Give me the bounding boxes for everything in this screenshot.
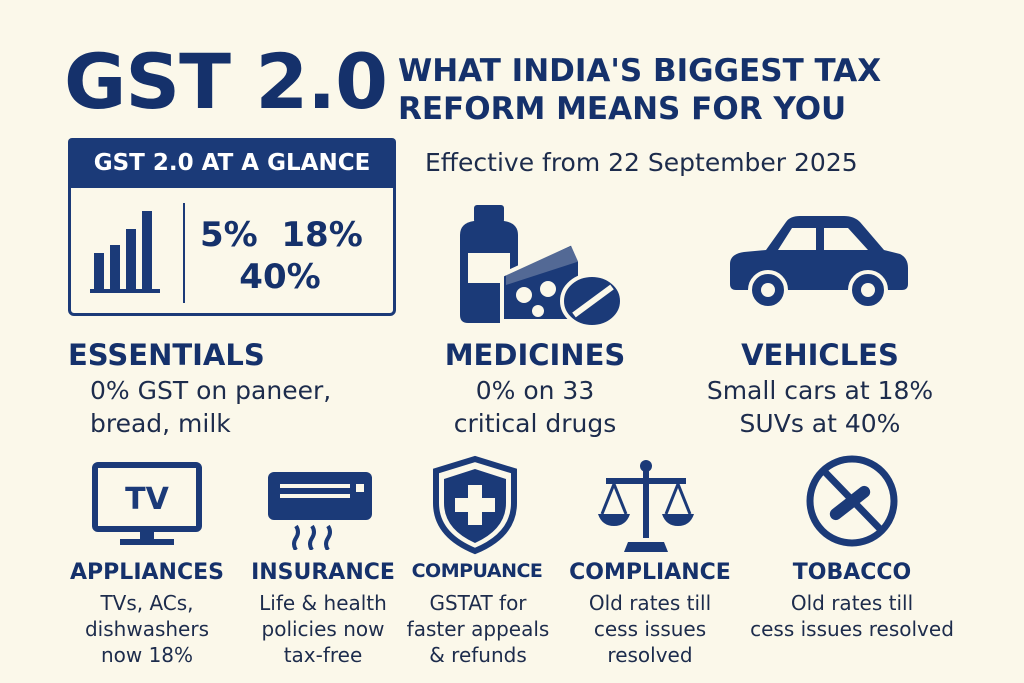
appliances-desc: TVs, ACs, dishwashers now 18% [60, 590, 234, 668]
vehicles-line-2: SUVs at 40% [739, 409, 901, 438]
medicines-title: MEDICINES [444, 338, 626, 372]
tobacco-line-1: Old rates till [790, 591, 914, 615]
subtitle-line-1: WHAT INDIA'S BIGGEST TAX [398, 53, 882, 89]
appliances-line-2: dishwashers [84, 617, 209, 641]
page-title: GST 2.0 [64, 37, 388, 126]
vehicles-title: VEHICLES [741, 338, 899, 372]
compuance-line-1: GSTAT for [429, 591, 527, 615]
car-icon [730, 216, 908, 310]
no-smoking-icon [806, 455, 898, 547]
insurance-title: INSURANCE [251, 560, 395, 585]
medicines-line-1: 0% on 33 [475, 376, 595, 405]
compliance-desc: Old rates till cess issues resolved [562, 590, 738, 668]
essentials-line-2: bread, milk [90, 409, 231, 438]
appliances-line-3: now 18% [100, 643, 194, 667]
vehicles-desc: Small cars at 18% SUVs at 40% [690, 374, 950, 440]
tobacco-desc: Old rates till cess issues resolved [742, 590, 962, 642]
vehicles-line-1: Small cars at 18% [706, 376, 934, 405]
bar-chart-icon [90, 211, 160, 293]
page-subtitle: WHAT INDIA'S BIGGEST TAX REFORM MEANS FO… [398, 52, 881, 128]
glance-divider [183, 203, 185, 303]
compliance-line-2: cess issues [593, 617, 707, 641]
subtitle-line-2: REFORM MEANS FOR YOU [398, 91, 847, 127]
essentials-title: ESSENTIALS [68, 338, 265, 372]
appliances-title: APPLIANCES [70, 560, 224, 585]
tv-icon-label: TV [125, 482, 169, 517]
compliance-line-3: resolved [607, 643, 693, 667]
glance-heading: GST 2.0 AT A GLANCE [68, 138, 396, 188]
compliance-title: COMPLIANCE [569, 560, 731, 585]
glance-rates: 5% 18% 40% [200, 214, 363, 298]
compliance-line-1: Old rates till [588, 591, 712, 615]
essentials-line-1: 0% GST on paneer, [90, 376, 332, 405]
essentials-desc: 0% GST on paneer, bread, milk [90, 374, 331, 440]
air-conditioner-icon [268, 472, 372, 550]
compuance-line-3: & refunds [429, 643, 527, 667]
compuance-title: COMPUANCE [411, 560, 543, 582]
shield-plus-icon [433, 455, 517, 555]
tv-icon: TV [92, 462, 202, 545]
rates-line-1: 5% 18% [200, 215, 363, 255]
insurance-line-1: Life & health [259, 591, 387, 615]
tobacco-title: TOBACCO [792, 560, 912, 585]
medicines-desc: 0% on 33 critical drugs [415, 374, 655, 440]
medicines-line-2: critical drugs [453, 409, 617, 438]
appliances-line-1: TVs, ACs, [100, 591, 194, 615]
scales-icon [598, 460, 694, 552]
compuance-desc: GSTAT for faster appeals & refunds [395, 590, 561, 668]
compuance-line-2: faster appeals [406, 617, 550, 641]
insurance-line-3: tax-free [283, 643, 363, 667]
insurance-line-2: policies now [261, 617, 385, 641]
rates-line-2: 40% [239, 257, 321, 297]
insurance-desc: Life & health policies now tax-free [238, 590, 408, 668]
tobacco-line-2: cess issues resolved [750, 617, 954, 641]
groceries-icon [460, 205, 624, 329]
effective-date: Effective from 22 September 2025 [425, 148, 858, 177]
